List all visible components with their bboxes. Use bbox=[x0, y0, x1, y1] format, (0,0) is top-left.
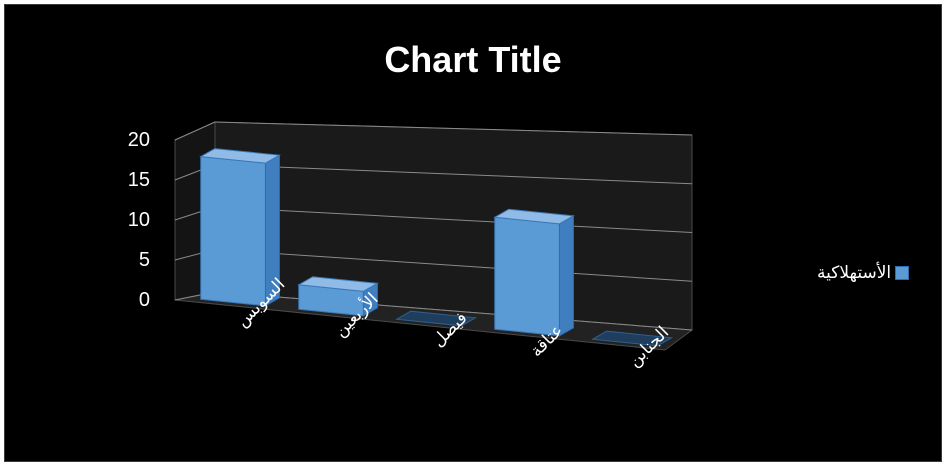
gridline bbox=[214, 164, 693, 185]
y-tick-label: 10 bbox=[128, 209, 150, 231]
y-tick-label: 5 bbox=[139, 249, 150, 271]
gridline bbox=[214, 249, 693, 282]
legend-label: الأستهلاكية bbox=[817, 263, 892, 283]
bar-top bbox=[297, 276, 380, 292]
bar-side bbox=[558, 214, 574, 337]
bar bbox=[591, 330, 674, 347]
legend: الأستهلاكية bbox=[817, 263, 910, 283]
y-tick-label: 15 bbox=[128, 169, 150, 191]
bar bbox=[200, 156, 266, 307]
gridline-side bbox=[174, 121, 216, 141]
bar-top bbox=[199, 148, 282, 164]
bar bbox=[395, 310, 478, 327]
gridline bbox=[214, 291, 693, 331]
bar-top bbox=[493, 208, 576, 225]
gridline bbox=[214, 206, 693, 233]
chart-area: Chart Title الأستهلاكية bbox=[4, 4, 942, 462]
bar bbox=[494, 216, 560, 337]
chart-title: Chart Title bbox=[384, 39, 562, 80]
y-tick-label: 0 bbox=[139, 289, 150, 311]
y-tick-label: 20 bbox=[128, 129, 150, 151]
gridline bbox=[214, 121, 693, 136]
legend-swatch bbox=[895, 266, 910, 280]
